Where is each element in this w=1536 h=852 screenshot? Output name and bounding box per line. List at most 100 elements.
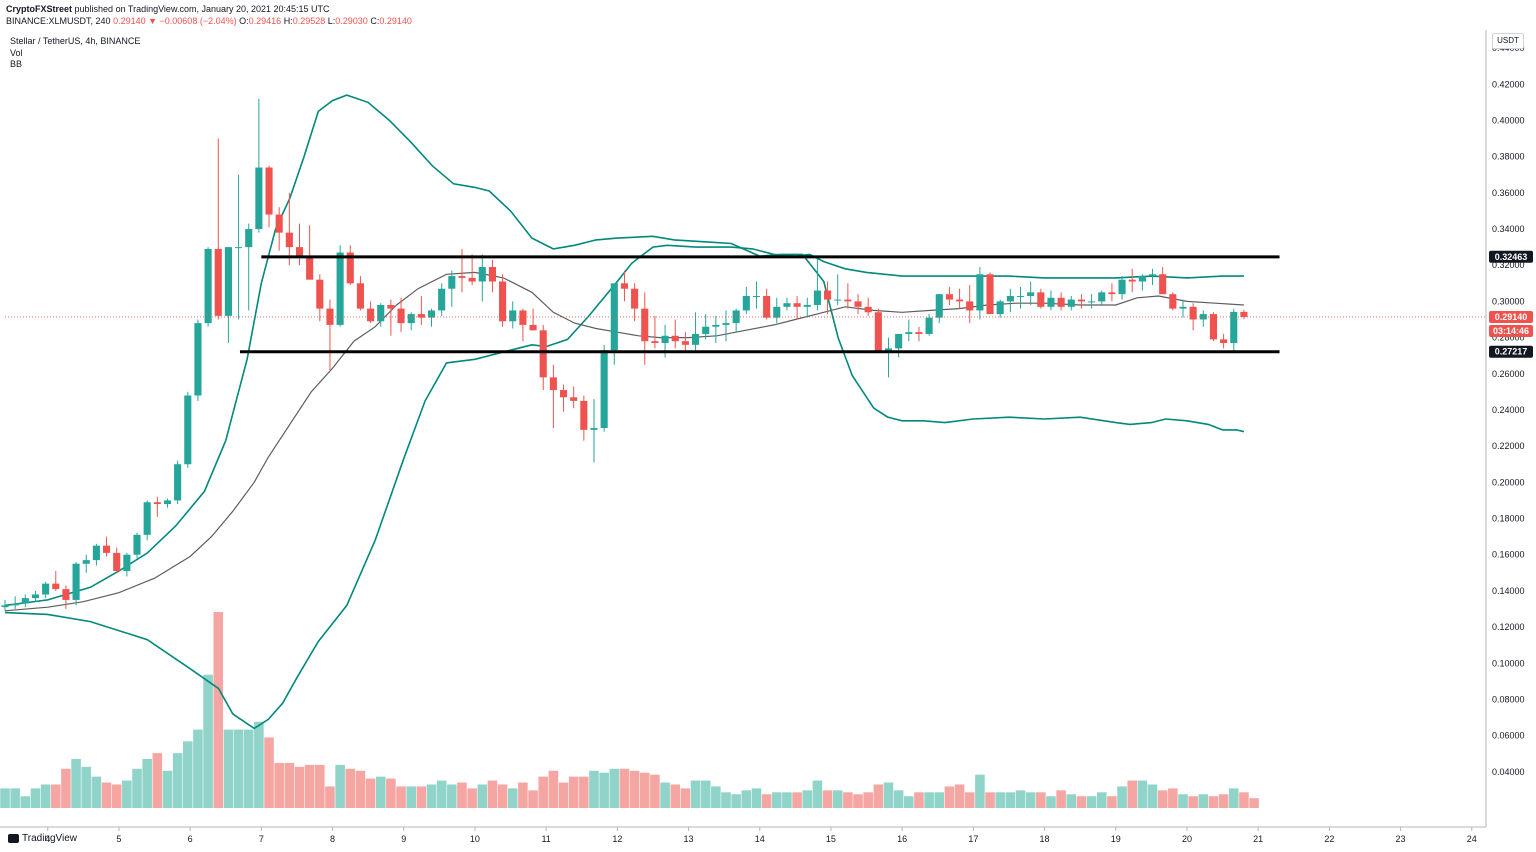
- volume-bar: [1046, 796, 1056, 808]
- candle-body: [834, 299, 842, 301]
- volume-bar: [1249, 798, 1259, 808]
- volume-bar: [964, 792, 975, 808]
- volume-bar: [10, 788, 20, 808]
- resistance-price-badge: 0.32463: [1495, 252, 1528, 262]
- y-tick-label: 0.22000: [1492, 441, 1525, 451]
- candle-body: [448, 276, 456, 289]
- volume-bar: [893, 790, 904, 808]
- candle-body: [681, 341, 689, 345]
- volume-bar: [914, 792, 924, 808]
- y-tick-label: 0.12000: [1492, 622, 1525, 632]
- x-tick-label: 6: [188, 834, 193, 844]
- candlestick-series: [1, 98, 1248, 611]
- candle-body: [1037, 292, 1045, 307]
- candle-body: [42, 583, 50, 595]
- volume-bar: [1025, 792, 1036, 808]
- volume-bar: [487, 780, 498, 808]
- horizontal-levels[interactable]: [5, 255, 1486, 354]
- volume-bar: [568, 776, 579, 808]
- volume-bar: [0, 788, 10, 808]
- tradingview-logo[interactable]: TradingView: [8, 833, 77, 844]
- author-name[interactable]: CryptoFXStreet: [6, 4, 73, 14]
- volume-bar: [1005, 792, 1016, 808]
- candle-body: [996, 301, 1004, 315]
- countdown-badge-bg: [1489, 325, 1533, 337]
- volume-bar: [822, 790, 833, 808]
- candle-body: [1128, 279, 1136, 282]
- x-tick-label: 8: [330, 834, 335, 844]
- candle-body: [295, 247, 304, 257]
- x-tick-label: 19: [1111, 834, 1121, 844]
- x-tick-label: 10: [470, 834, 480, 844]
- pane-title: Stellar / TetherUS, 4h, BINANCE: [10, 36, 141, 46]
- volume-bar: [1239, 792, 1249, 808]
- candle-body: [986, 274, 994, 315]
- currency-button[interactable]: USDT: [1492, 33, 1524, 49]
- candle-body: [509, 310, 517, 322]
- candle-body: [468, 277, 476, 282]
- y-tick-label: 0.26000: [1492, 369, 1525, 379]
- candle-body: [488, 267, 496, 282]
- x-tick-label: 24: [1467, 834, 1477, 844]
- candle-body: [1169, 294, 1177, 309]
- candle-body: [1067, 299, 1075, 307]
- candle-body: [377, 305, 385, 322]
- candle-body: [1027, 292, 1035, 296]
- volume-bar: [507, 788, 518, 808]
- candle-body: [570, 397, 578, 401]
- candle-body: [224, 247, 232, 316]
- y-tick-label: 0.30000: [1492, 296, 1525, 306]
- volume-bar: [873, 784, 884, 808]
- volume-bar: [1076, 796, 1087, 808]
- volume-bar: [1198, 794, 1209, 808]
- x-tick-label: 17: [968, 834, 978, 844]
- bb-upper-band: [4, 244, 1244, 730]
- candle-body: [285, 232, 293, 248]
- volume-bar: [30, 788, 41, 808]
- candle-body: [854, 301, 862, 307]
- indicator-vol[interactable]: Vol: [10, 48, 23, 58]
- volume-bar: [274, 762, 284, 808]
- candle-body: [204, 248, 212, 324]
- candle-body: [255, 167, 263, 230]
- y-tick-label: 0.32000: [1492, 260, 1525, 270]
- volume-bar: [690, 780, 701, 808]
- volume-bar: [538, 776, 548, 808]
- candle-body: [458, 276, 466, 278]
- indicator-bb[interactable]: BB: [10, 59, 23, 69]
- volume-bar: [1066, 794, 1077, 808]
- candle-body: [580, 400, 588, 430]
- candle-body: [742, 295, 750, 311]
- close-value: 0.29140: [379, 16, 412, 26]
- volume-bar: [162, 770, 173, 808]
- volume-bar: [243, 729, 254, 808]
- candle-body: [427, 310, 436, 318]
- candle-body: [925, 317, 933, 334]
- candle-body: [691, 333, 700, 345]
- y-tick-label: 0.38000: [1492, 152, 1525, 162]
- last-price-badge-bg: [1489, 311, 1533, 323]
- volume-bar: [660, 782, 670, 808]
- candle-body: [133, 534, 141, 555]
- candle-body: [174, 464, 182, 501]
- volume-bar: [802, 790, 813, 808]
- volume-bar: [579, 776, 589, 808]
- volume-bar: [944, 786, 955, 808]
- volume-bar: [670, 784, 681, 808]
- volume-bar: [51, 784, 61, 808]
- x-tick-label: 16: [897, 834, 907, 844]
- candle-body: [123, 554, 131, 571]
- low-value: 0.29030: [335, 16, 368, 26]
- volume-bar: [883, 782, 894, 808]
- volume-bar: [761, 794, 772, 808]
- volume-bar: [284, 762, 295, 808]
- y-tick-label: 0.06000: [1492, 731, 1525, 741]
- candle-body: [976, 274, 984, 311]
- candle-body: [600, 350, 608, 429]
- y-tick-label: 0.24000: [1492, 405, 1525, 415]
- candle-body: [1179, 306, 1187, 309]
- candle-body: [499, 281, 507, 322]
- candle-body: [844, 299, 852, 302]
- candle-body: [92, 545, 100, 561]
